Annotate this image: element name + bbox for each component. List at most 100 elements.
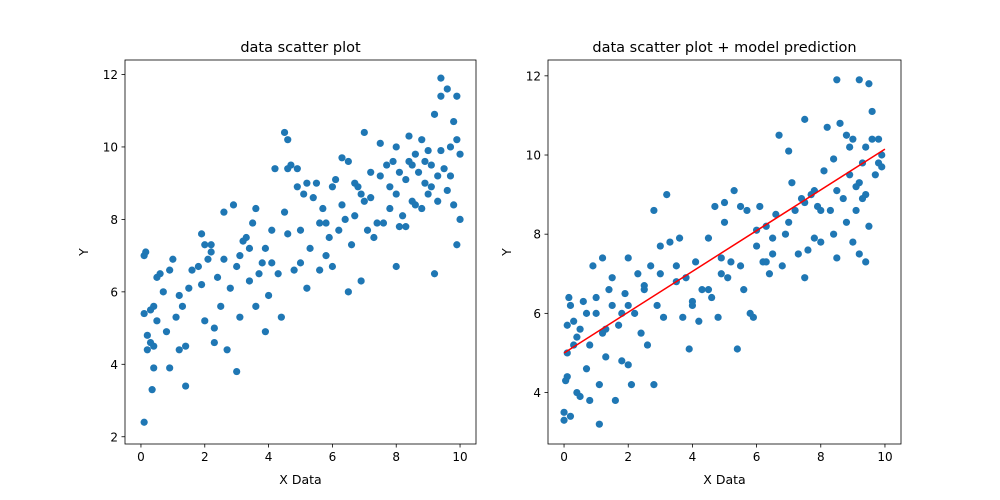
left-data-point (159, 288, 167, 296)
right-data-point (576, 392, 584, 401)
left-data-point (296, 259, 305, 267)
left-data-point (386, 204, 394, 213)
right-data-point (611, 396, 619, 405)
left-data-point (255, 270, 263, 278)
left-data-point (264, 291, 273, 300)
right-x-axis-label: X Data (703, 472, 745, 487)
right-data-point (598, 254, 607, 262)
left-data-point (456, 150, 464, 158)
left-data-point (150, 342, 158, 350)
left-data-point (443, 186, 451, 195)
right-data-point (839, 194, 847, 203)
left-data-point (303, 284, 311, 292)
left-data-point (424, 146, 432, 155)
right-data-point (849, 238, 857, 246)
right-data-point (717, 270, 725, 278)
left-data-point (325, 233, 333, 242)
right-data-point (563, 321, 571, 329)
right-data-point (855, 250, 863, 258)
right-data-point (566, 412, 575, 420)
left-data-point (376, 139, 384, 147)
right-data-point (820, 167, 828, 175)
left-data-point (242, 233, 250, 242)
right-data-point (833, 76, 841, 84)
right-data-point (778, 262, 786, 270)
right-data-point (675, 234, 684, 242)
right-x-tick-label: 2 (624, 450, 632, 464)
right-data-point (647, 262, 655, 270)
right-data-point (762, 222, 770, 230)
left-x-axis-label: X Data (279, 472, 321, 487)
left-data-point (427, 183, 435, 191)
left-y-tick-label: 12 (103, 68, 118, 82)
right-x-tick-label: 4 (689, 450, 697, 464)
right-data-point (736, 262, 745, 270)
left-data-point (309, 194, 317, 202)
right-data-point (717, 254, 725, 262)
left-data-point (306, 244, 314, 252)
right-data-point (573, 333, 581, 341)
left-data-point (446, 143, 455, 151)
right-data-point (878, 163, 886, 171)
right-data-point (817, 238, 825, 246)
left-data-point (217, 302, 225, 310)
left-data-point (142, 248, 150, 256)
right-data-point (830, 230, 838, 238)
left-data-point (453, 136, 461, 144)
right-data-point (794, 250, 802, 258)
left-data-point (280, 128, 289, 137)
right-data-point (570, 317, 578, 325)
right-axes-border (547, 59, 902, 445)
right-data-point (576, 325, 584, 333)
right-data-point (785, 218, 793, 226)
right-data-point (801, 274, 809, 282)
right-data-point (595, 420, 603, 428)
left-data-point (367, 168, 375, 176)
left-data-point (395, 168, 404, 176)
left-data-point (213, 273, 222, 281)
right-data-point (653, 301, 661, 310)
right-x-tick-label: 6 (753, 450, 761, 464)
left-data-point (166, 266, 174, 274)
right-data-point (788, 179, 796, 187)
left-data-point (166, 364, 174, 372)
right-data-point (826, 206, 835, 215)
right-data-point (605, 286, 613, 294)
right-chart-title: data scatter plot + model prediction (592, 40, 856, 56)
left-data-point (418, 204, 426, 213)
right-data-point (868, 135, 876, 143)
left-data-point (229, 201, 238, 209)
right-data-point (586, 396, 594, 405)
left-data-point (389, 157, 397, 166)
left-x-tick-label: 2 (201, 450, 209, 464)
left-y-tick-label: 4 (110, 358, 118, 372)
left-data-point (150, 302, 158, 310)
left-data-point (316, 266, 324, 274)
right-data-point (704, 234, 713, 242)
right-data-point (582, 309, 591, 317)
right-data-point (714, 313, 722, 321)
right-data-point (720, 218, 729, 226)
left-data-point (434, 172, 442, 180)
right-y-tick-label: 6 (533, 307, 541, 321)
left-data-point (335, 226, 343, 234)
left-data-point (399, 212, 407, 220)
right-x-tick-label: 10 (877, 450, 892, 464)
right-data-point (637, 329, 645, 337)
left-data-point (280, 208, 289, 216)
right-data-point (608, 301, 616, 310)
right-data-point (769, 250, 777, 258)
left-data-point (197, 281, 206, 289)
left-data-point (201, 317, 209, 325)
left-data-point (338, 154, 346, 162)
right-data-point (846, 143, 854, 151)
right-data-point (730, 187, 738, 195)
left-y-tick-label: 6 (110, 285, 118, 299)
left-data-point (427, 161, 435, 169)
left-x-tick-label: 6 (329, 450, 337, 464)
left-scatter-panel: data scatter plot 0 2 4 6 8 10 2 4 6 8 10 12 X Data… (76, 40, 477, 487)
left-data-point (143, 331, 151, 339)
left-data-point (197, 230, 206, 238)
right-data-point (752, 242, 761, 250)
left-data-point (421, 179, 429, 187)
